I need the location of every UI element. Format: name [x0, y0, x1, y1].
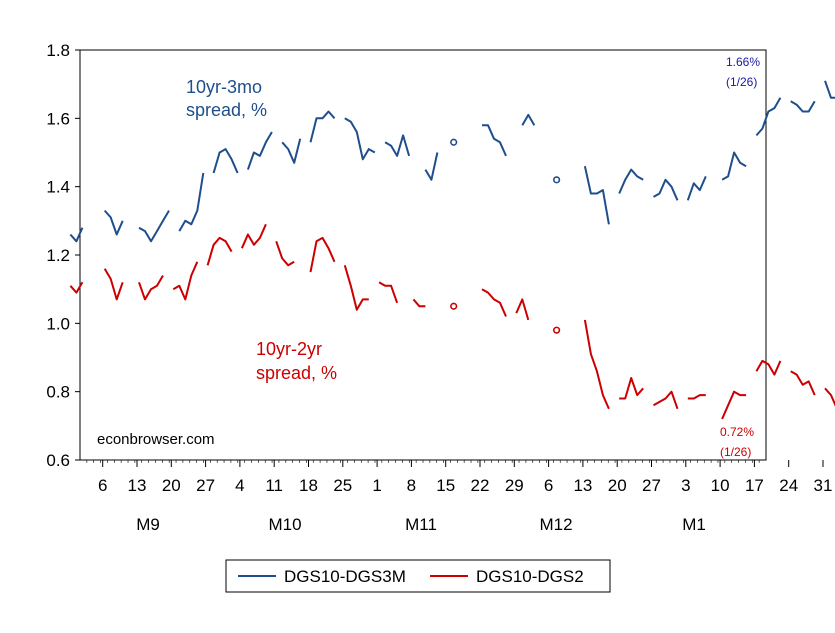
series-line-dgs10-dgs3m: [482, 124, 507, 157]
series-line-dgs10-dgs2: [790, 370, 816, 396]
annotation-2yr-spread-line1: 10yr-2yr: [256, 339, 322, 359]
end-label-2yr-value: 0.72%: [720, 425, 754, 439]
x-month-label: M12: [539, 515, 572, 534]
x-tick-label: 27: [196, 476, 215, 495]
series-line-dgs10-dgs2: [412, 298, 426, 308]
x-tick-label: 27: [642, 476, 661, 495]
y-tick-label: 1.4: [46, 178, 70, 197]
series-layer: [69, 80, 835, 420]
x-month-label: M11: [405, 515, 437, 534]
series-line-dgs10-dgs2: [653, 390, 679, 410]
series-line-dgs10-dgs3m: [424, 152, 439, 181]
end-label-3mo-date: (1/26): [726, 75, 757, 89]
legend-label-dgs10-dgs2: DGS10-DGS2: [476, 567, 584, 586]
series-line-dgs10-dgs3m: [618, 168, 644, 194]
series-line-dgs10-dgs3m: [281, 138, 302, 164]
series-line-dgs10-dgs3m: [653, 178, 679, 201]
series-line-dgs10-dgs3m: [384, 134, 411, 157]
series-line-dgs10-dgs2: [172, 261, 199, 301]
series-line-dgs10-dgs3m: [69, 227, 84, 243]
end-label-3mo-value: 1.66%: [726, 55, 760, 69]
series-line-dgs10-dgs2: [69, 281, 84, 294]
x-tick-label: 20: [162, 476, 181, 495]
x-tick-label: 8: [407, 476, 416, 495]
y-tick-label: 1.2: [46, 246, 70, 265]
series-line-dgs10-dgs3m: [721, 151, 747, 181]
x-tick-label: 11: [265, 476, 283, 495]
series-line-dgs10-dgs2: [206, 236, 233, 266]
source-label: econbrowser.com: [97, 431, 215, 448]
plot-area: [79, 49, 767, 461]
series-line-dgs10-dgs3m: [824, 80, 835, 99]
series-line-dgs10-dgs3m: [686, 175, 707, 201]
legend: DGS10-DGS3M DGS10-DGS2: [225, 559, 611, 593]
series-line-dgs10-dgs2: [138, 274, 164, 301]
x-tick-label: 18: [299, 476, 318, 495]
axes: 1.81.61.41.21.00.80.66 13 20 27 4 11 18 25 1 8 15 2…: [46, 41, 832, 534]
x-tick-label: 1: [372, 476, 381, 495]
series-line-dgs10-dgs3m: [583, 165, 610, 225]
series-line-dgs10-dgs2: [275, 240, 295, 267]
x-tick-label: 13: [573, 476, 592, 495]
x-month-label: M1: [682, 515, 706, 534]
x-tick-label: 17: [745, 476, 764, 495]
x-tick-label: 13: [128, 476, 147, 495]
series-line-dgs10-dgs3m: [103, 209, 124, 236]
annotation-3mo-spread-line1: 10yr-3mo: [186, 77, 262, 97]
x-tick-label: 29: [505, 476, 524, 495]
annotation-2yr-spread-line2: spread, %: [256, 363, 337, 383]
series-line-dgs10-dgs3m: [344, 117, 376, 161]
series-line-dgs10-dgs2: [240, 223, 267, 249]
series-line-dgs10-dgs2: [824, 387, 835, 407]
series-line-dgs10-dgs3m: [521, 113, 536, 126]
end-label-2yr-date: (1/26): [720, 445, 751, 459]
series-line-dgs10-dgs2: [309, 236, 336, 273]
x-month-label: M10: [268, 515, 301, 534]
y-tick-label: 0.6: [46, 451, 70, 470]
series-line-dgs10-dgs2: [481, 288, 507, 317]
x-tick-label: 4: [235, 476, 244, 495]
point-marker: [450, 302, 458, 310]
series-line-dgs10-dgs2: [619, 377, 644, 400]
x-tick-label: 20: [608, 476, 627, 495]
x-tick-label: 25: [333, 476, 352, 495]
series-line-dgs10-dgs2: [721, 390, 747, 420]
x-tick-label: 6: [544, 476, 553, 495]
x-tick-label: 3: [681, 476, 690, 495]
point-marker: [450, 138, 458, 146]
legend-box: [225, 559, 611, 593]
series-line-dgs10-dgs2: [343, 265, 369, 311]
x-month-label: M9: [136, 515, 160, 534]
annotation-3mo-spread-line2: spread, %: [186, 100, 267, 120]
series-line-dgs10-dgs2: [378, 281, 399, 304]
series-line-dgs10-dgs2: [103, 268, 124, 301]
legend-label-dgs10-dgs3m: DGS10-DGS3M: [284, 567, 406, 586]
series-line-dgs10-dgs3m: [790, 100, 816, 113]
series-line-dgs10-dgs2: [755, 359, 782, 376]
series-line-dgs10-dgs3m: [309, 110, 336, 143]
series-line-dgs10-dgs3m: [178, 172, 205, 232]
x-tick-label: 15: [436, 476, 455, 495]
series-line-dgs10-dgs2: [583, 319, 610, 410]
y-tick-label: 0.8: [46, 383, 70, 402]
y-tick-label: 1.6: [46, 109, 70, 128]
series-line-dgs10-dgs3m: [755, 97, 782, 137]
x-tick-label: 24: [779, 476, 798, 495]
series-line-dgs10-dgs3m: [246, 131, 273, 170]
x-tick-label: 10: [711, 476, 730, 495]
series-line-dgs10-dgs2: [687, 394, 706, 400]
series-line-dgs10-dgs3m: [212, 148, 239, 174]
y-tick-label: 1.8: [46, 41, 70, 60]
series-line-dgs10-dgs2: [515, 298, 530, 321]
x-tick-label: 6: [98, 476, 107, 495]
point-marker: [552, 176, 561, 184]
x-tick-label: 31: [814, 476, 833, 495]
point-marker: [552, 326, 561, 334]
y-tick-label: 1.0: [46, 314, 70, 333]
x-tick-label: 22: [471, 476, 490, 495]
series-line-dgs10-dgs3m: [138, 210, 170, 243]
